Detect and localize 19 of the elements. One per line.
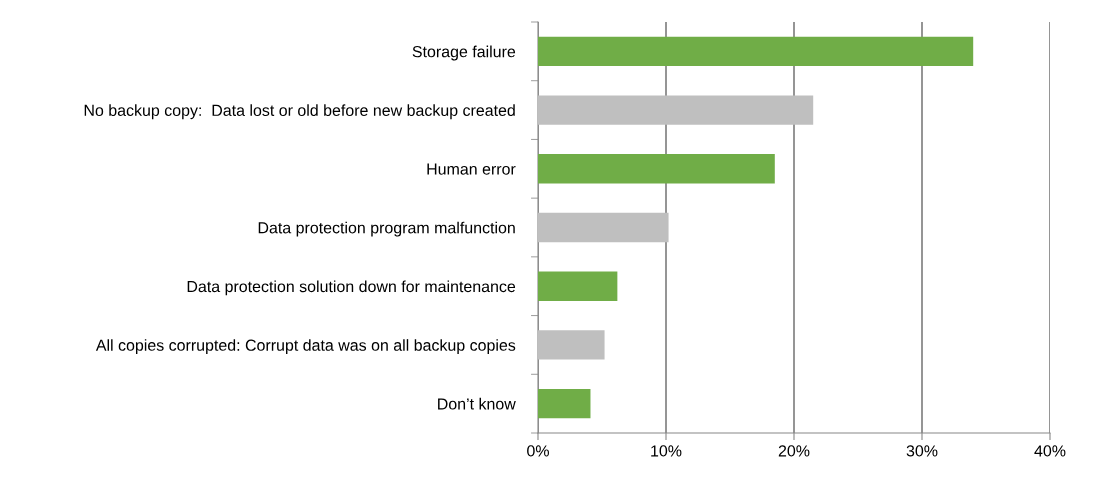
x-tick-label: 0%	[527, 445, 549, 457]
x-tick-label: 10%	[651, 445, 682, 457]
y-tick-label: Storage failure	[412, 45, 516, 61]
y-tick-label: Don’t know	[438, 397, 516, 410]
bar	[538, 271, 618, 301]
y-tick-label: Data protection program malfunction	[258, 221, 515, 237]
bar	[538, 330, 605, 360]
bar	[538, 154, 775, 184]
x-tick-label: 30%	[906, 445, 938, 457]
x-tick-label: 40%	[1034, 445, 1066, 457]
y-tick-label: All copies corrupted: Corrupt data was on all backup copies	[95, 339, 516, 355]
y-tick-label: Human error	[427, 163, 516, 175]
y-tick-label: Data protection solution down for maintenance	[187, 280, 516, 296]
x-tick-label: 20%	[778, 445, 810, 457]
bar	[538, 212, 669, 243]
y-tick-label: No backup copy: Data lost or old before new backup created	[84, 104, 515, 120]
bar	[538, 36, 974, 67]
bar	[538, 388, 591, 419]
bar	[538, 95, 814, 125]
